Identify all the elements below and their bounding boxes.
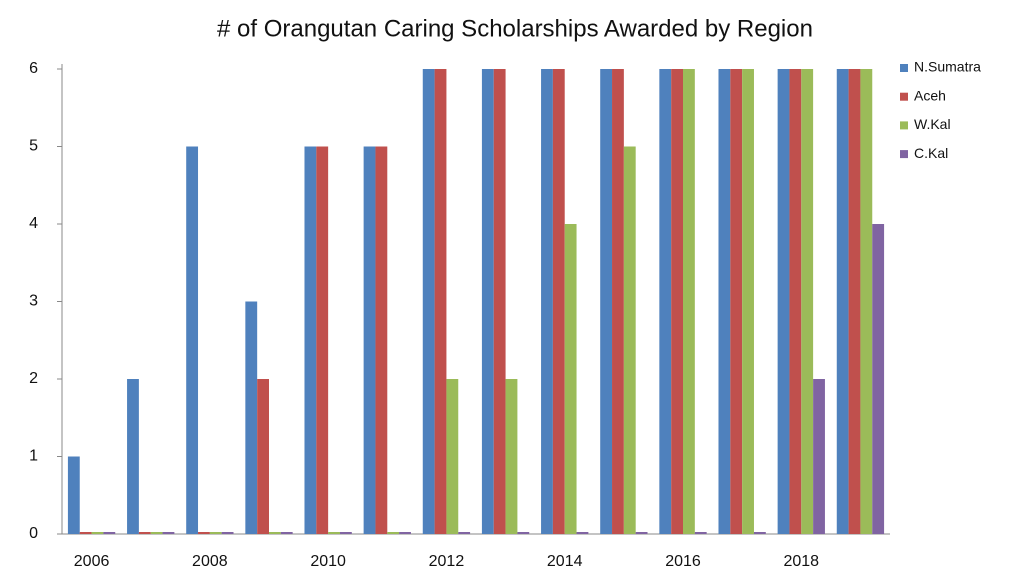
legend-label: Aceh [914, 87, 946, 103]
bar [67, 456, 80, 534]
bar [541, 69, 553, 534]
legend-swatch [900, 121, 908, 130]
chart-title: # of Orangutan Caring Scholarships Award… [217, 15, 813, 42]
bar [612, 69, 624, 534]
bar [576, 532, 589, 534]
bar [659, 69, 672, 534]
y-tick-label: 2 [29, 370, 38, 387]
legend-label: N.Sumatra [914, 59, 981, 75]
bar [304, 146, 317, 534]
bar [848, 69, 861, 534]
bar [446, 379, 459, 534]
legend-swatch [900, 92, 908, 101]
bar [198, 532, 210, 534]
bar [493, 69, 506, 534]
bar [422, 69, 435, 534]
bar [753, 532, 766, 534]
bar [694, 532, 707, 534]
bar [280, 532, 293, 534]
bar [221, 532, 234, 534]
bar [564, 224, 577, 534]
bar [245, 301, 258, 534]
bar [458, 532, 471, 534]
x-tick-label: 2006 [74, 553, 110, 570]
bar [399, 532, 411, 534]
bar [505, 379, 518, 534]
bar [801, 69, 814, 534]
x-tick-label: 2014 [547, 553, 583, 570]
bar [387, 532, 400, 534]
bar [257, 379, 269, 534]
bar [860, 69, 873, 534]
bar [623, 146, 636, 534]
bar [434, 69, 447, 534]
legend-swatch [900, 150, 908, 159]
bar [813, 379, 825, 534]
bar [718, 69, 731, 534]
bar [79, 532, 92, 534]
bar [91, 532, 104, 534]
y-tick-label: 3 [29, 293, 38, 310]
bar [683, 69, 695, 534]
bar [375, 146, 388, 534]
bar [269, 532, 281, 534]
bar [600, 69, 613, 534]
bar [103, 532, 116, 534]
bar [671, 69, 683, 534]
bar [150, 532, 163, 534]
x-tick-label: 2010 [310, 553, 346, 570]
y-tick-label: 1 [29, 448, 38, 465]
bar [635, 532, 648, 534]
y-tick-label: 0 [29, 525, 38, 542]
bar [481, 69, 494, 534]
bar [789, 69, 802, 534]
bar [730, 69, 743, 534]
bar [872, 224, 885, 534]
bar [328, 532, 340, 534]
x-tick-label: 2016 [665, 553, 701, 570]
legend-label: C.Kal [914, 145, 948, 161]
bar [777, 69, 790, 534]
x-tick-label: 2008 [192, 553, 228, 570]
bar [209, 532, 222, 534]
legend-swatch [900, 64, 908, 72]
x-tick-label: 2018 [783, 553, 819, 570]
bar [186, 146, 199, 534]
bar [162, 532, 175, 534]
x-tick-label: 2012 [429, 553, 465, 570]
bar [363, 146, 376, 534]
bar [517, 532, 530, 534]
bar [127, 379, 139, 534]
bar [836, 69, 849, 534]
legend-label: W.Kal [914, 116, 951, 132]
y-tick-label: 4 [29, 215, 38, 232]
bar [339, 532, 352, 534]
bar [552, 69, 565, 534]
bar [316, 146, 329, 534]
y-tick-label: 6 [29, 60, 38, 77]
bar [742, 69, 754, 534]
y-tick-label: 5 [29, 138, 38, 155]
bar [138, 532, 151, 534]
